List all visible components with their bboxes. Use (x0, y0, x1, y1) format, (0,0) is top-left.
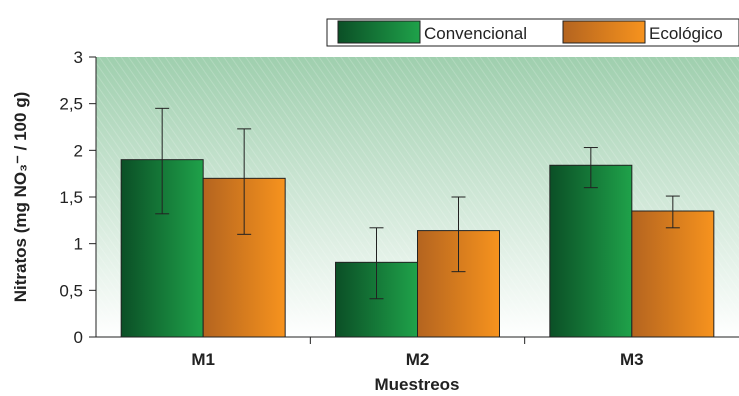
error-bar-convencional-m1 (155, 107, 170, 215)
error-bar-ecologico-m2 (451, 196, 466, 273)
y-tick-label: 1,5 (59, 188, 83, 207)
x-ticks: M1 M2 M3 (191, 337, 644, 369)
legend-label-ecologico: Ecológico (649, 24, 723, 43)
error-bar-convencional-m2 (369, 227, 384, 300)
x-tick-label-m1: M1 (191, 350, 215, 369)
y-tick-label: 3 (74, 48, 83, 67)
y-tick-label: 1 (74, 235, 83, 254)
x-tick-label-m2: M2 (406, 350, 430, 369)
y-ticks: 0 0,5 1 1,5 2 2,5 3 (59, 48, 96, 347)
bar-convencional-m3 (549, 164, 633, 338)
bar-ecologico-m3 (631, 210, 715, 338)
error-bar-convencional-m3 (583, 147, 598, 189)
y-tick-label: 0,5 (59, 281, 83, 300)
legend-label-convencional: Convencional (424, 24, 527, 43)
legend-swatch-ecologico (562, 20, 646, 44)
y-axis-title: Nitratos (mg NO₃⁻ / 100 g) (11, 92, 30, 302)
x-axis-title: Muestreos (374, 375, 459, 394)
error-bars-layer (155, 107, 680, 300)
y-tick-label: 2 (74, 141, 83, 160)
x-tick-label-m3: M3 (620, 350, 644, 369)
y-tick-label: 0 (74, 328, 83, 347)
y-tick-label: 2,5 (59, 95, 83, 114)
legend: Convencional Ecológico (326, 18, 739, 47)
error-bar-ecologico-m1 (237, 128, 252, 235)
error-bar-ecologico-m3 (665, 195, 680, 229)
legend-swatch-convencional (337, 20, 421, 44)
